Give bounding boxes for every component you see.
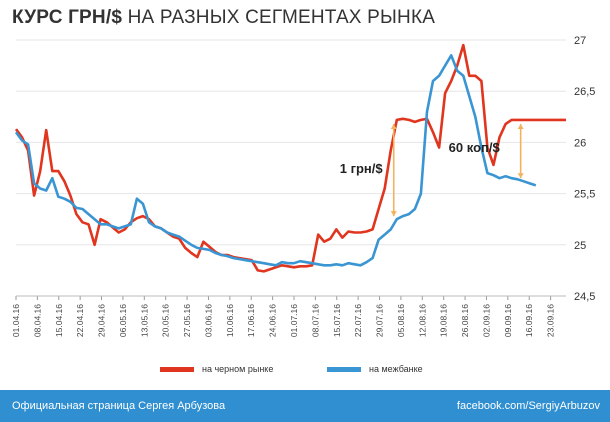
x-tick-label: 13.05.16	[139, 304, 149, 337]
series-line-interbank	[14, 54, 537, 267]
legend-item-interbank: на межбанке	[327, 364, 423, 374]
x-tick-label: 16.09.16	[524, 304, 534, 337]
x-tick-label: 06.05.16	[118, 304, 128, 337]
footer-link[interactable]: facebook.com/SergiyArbuzov	[456, 400, 600, 412]
x-tick-label: 23.09.16	[546, 304, 556, 337]
legend-swatch-black-market	[160, 366, 194, 372]
series-line-black-market	[14, 43, 566, 273]
annotation-arrowhead-top	[390, 123, 397, 129]
x-tick-label: 24.06.16	[268, 304, 278, 337]
annotation-arrowhead-bottom	[390, 211, 397, 217]
footer-bar: Официальная страница Сергея Арбузова fac…	[0, 390, 610, 422]
footer-page-label: Официальная страница Сергея Арбузова	[12, 400, 226, 412]
x-tick-label: 08.04.16	[32, 304, 42, 337]
legend-item-black-market: на черном рынке	[160, 364, 273, 374]
annotation-arrowhead-bottom	[517, 173, 524, 179]
x-tick-label: 02.09.16	[481, 304, 491, 337]
line-chart: 24,5 25 25,5 26 26,5 27 01.04.16 08.04.16 15.04.…	[11, 35, 595, 337]
x-tick-label: 27.05.16	[182, 304, 192, 337]
x-tick-label: 05.08.16	[396, 304, 406, 337]
y-tick-label: 25	[574, 240, 586, 252]
annotation-label: 1 грн/$	[340, 161, 384, 176]
annotation-arrowhead-top	[517, 123, 524, 129]
y-tick-label: 25,5	[574, 189, 595, 201]
chart-title-rest: НА РАЗНЫХ СЕГМЕНТАХ РЫНКА	[127, 7, 436, 28]
annotation-label: 60 коп/$	[449, 140, 501, 155]
x-tick-label: 01.07.16	[289, 304, 299, 337]
x-tick-label: 19.08.16	[439, 304, 449, 337]
x-tick-label: 03.06.16	[203, 304, 213, 337]
x-tick-label: 26.08.16	[460, 304, 470, 337]
legend-label-interbank: на межбанке	[369, 364, 423, 374]
x-tick-label: 10.06.16	[225, 304, 235, 337]
x-tick-label: 22.04.16	[75, 304, 85, 337]
x-tick-label: 17.06.16	[246, 304, 256, 337]
y-tick-label: 26	[574, 137, 586, 149]
x-tick-label: 01.04.16	[11, 304, 21, 337]
x-tick-label: 12.08.16	[417, 304, 427, 337]
x-tick-label: 20.05.16	[161, 304, 171, 337]
legend-label-black-market: на черном рынке	[202, 364, 274, 374]
chart-title: КУРС ГРН/$ НА РАЗНЫХ СЕГМЕНТАХ РЫНКА	[12, 7, 435, 29]
y-tick-label: 27	[574, 35, 586, 47]
x-tick-label: 09.09.16	[503, 304, 513, 337]
x-tick-label: 15.04.16	[54, 304, 64, 337]
x-tick-label: 22.07.16	[353, 304, 363, 337]
y-tick-label: 24,5	[574, 291, 595, 303]
x-tick-label: 29.07.16	[375, 304, 385, 337]
x-tick-label: 08.07.16	[310, 304, 320, 337]
x-tick-label: 29.04.16	[97, 304, 107, 337]
y-tick-label: 26,5	[574, 86, 595, 98]
legend: на черном рынке на межбанке	[0, 362, 610, 380]
x-tick-label: 15.07.16	[332, 304, 342, 337]
chart-title-bold: КУРС ГРН/$	[12, 7, 123, 28]
legend-swatch-interbank	[327, 366, 361, 372]
